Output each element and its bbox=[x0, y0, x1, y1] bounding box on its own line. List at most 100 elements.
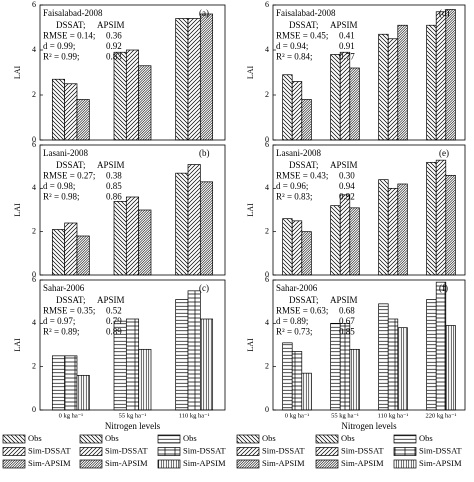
y-tick-label: 2 bbox=[265, 361, 269, 370]
stat-label: RMSE = 0.45; bbox=[276, 31, 328, 41]
y-tick-label: 6 bbox=[265, 0, 269, 9]
y-axis-label: LAI bbox=[13, 203, 22, 217]
stat-label: d = 0.94; bbox=[276, 41, 308, 51]
y-tick-label: 2 bbox=[265, 90, 269, 99]
bar bbox=[387, 187, 399, 276]
bar bbox=[291, 351, 303, 411]
stat-label: d = 0.97; bbox=[43, 316, 75, 326]
bar bbox=[349, 348, 360, 411]
plot-frame bbox=[39, 4, 226, 141]
x-tick-label: 110 kg ha⁻¹ bbox=[378, 412, 409, 419]
y-tick-label: 4 bbox=[265, 45, 269, 54]
y-tick-label: 0 bbox=[265, 405, 269, 414]
stat-value: 0.83 bbox=[106, 52, 122, 62]
bar bbox=[199, 318, 214, 411]
y-tick-label: 0 bbox=[32, 270, 36, 279]
bar bbox=[282, 342, 293, 411]
stat-value: 0.91 bbox=[339, 41, 355, 51]
stat-label: d = 0.99; bbox=[43, 41, 75, 51]
bar bbox=[51, 78, 66, 141]
plot-frame bbox=[39, 144, 226, 276]
panel-label: (b) bbox=[199, 148, 210, 158]
bar bbox=[282, 218, 293, 276]
stat-label: R² = 0.73; bbox=[276, 327, 313, 337]
x-tick-label: 55 kg ha⁻¹ bbox=[331, 412, 359, 419]
legend-label: Sim-DSSAT bbox=[262, 445, 305, 455]
stat-value: 0.68 bbox=[339, 306, 355, 316]
stat-label: DSSAT; bbox=[56, 295, 86, 305]
bar bbox=[76, 374, 90, 411]
y-tick-label: 0 bbox=[32, 405, 36, 414]
stat-value: 0.41 bbox=[339, 31, 355, 41]
legend-label: Sim-APSIM bbox=[341, 458, 384, 468]
bar bbox=[378, 179, 389, 276]
x-tick-label: 0 kg ha⁻¹ bbox=[59, 412, 84, 419]
stat-label: R² = 0.84; bbox=[276, 52, 313, 62]
panel-title: Faisalabad-2008 bbox=[276, 8, 336, 18]
legend-label: Sim-DSSAT bbox=[341, 445, 384, 455]
stat-value: 0.89 bbox=[106, 327, 122, 337]
legend-label: Obs bbox=[183, 433, 197, 443]
y-tick-label: 4 bbox=[32, 45, 36, 54]
bar bbox=[435, 159, 447, 276]
stat-value: APSIM bbox=[330, 20, 358, 30]
bar bbox=[445, 325, 456, 411]
y-tick-label: 6 bbox=[265, 275, 269, 284]
stat-label: RMSE = 0.27; bbox=[43, 171, 95, 181]
panel-title: Sahar-2006 bbox=[43, 283, 85, 293]
stat-label: R² = 0.83; bbox=[276, 192, 313, 202]
stat-label: DSSAT; bbox=[289, 295, 319, 305]
panel-label: (d) bbox=[439, 8, 450, 18]
x-axis-label: Nitrogen levels bbox=[105, 421, 161, 431]
legend-label: Obs bbox=[28, 433, 42, 443]
bar bbox=[387, 38, 399, 141]
bar bbox=[301, 231, 312, 276]
bar bbox=[76, 99, 90, 141]
legend-label: Obs bbox=[341, 433, 355, 443]
stat-value: 0.85 bbox=[339, 327, 355, 337]
bar bbox=[426, 161, 437, 276]
stat-value: APSIM bbox=[97, 295, 125, 305]
y-tick-label: 6 bbox=[265, 140, 269, 149]
bar bbox=[435, 11, 447, 141]
stat-label: DSSAT; bbox=[56, 20, 86, 30]
stat-value: 0.38 bbox=[106, 171, 122, 181]
x-tick-label: 55 kg ha⁻¹ bbox=[119, 412, 147, 419]
panel-label: (e) bbox=[439, 148, 449, 158]
stat-label: d = 0.89; bbox=[276, 316, 308, 326]
panel-label: (f) bbox=[439, 283, 448, 293]
bar bbox=[175, 18, 189, 141]
panel-label: (c) bbox=[199, 283, 209, 293]
bar bbox=[125, 318, 140, 411]
bar bbox=[113, 51, 127, 141]
bar bbox=[445, 9, 456, 141]
bar bbox=[426, 24, 437, 141]
bar bbox=[397, 183, 408, 276]
y-axis-label: LAI bbox=[246, 338, 255, 352]
stat-value: 0.77 bbox=[339, 52, 355, 62]
bar bbox=[199, 13, 214, 141]
stat-value: 0.52 bbox=[106, 306, 122, 316]
panel-title: Sahar-2006 bbox=[276, 283, 318, 293]
y-axis-label: LAI bbox=[246, 66, 255, 80]
legend-swatch bbox=[315, 447, 339, 456]
stat-value: APSIM bbox=[330, 160, 358, 170]
bar bbox=[301, 99, 312, 141]
stat-label: DSSAT; bbox=[289, 160, 319, 170]
legend-swatch bbox=[236, 459, 260, 469]
y-tick-label: 6 bbox=[32, 0, 36, 9]
bar bbox=[51, 355, 66, 411]
stat-label: RMSE = 0.14; bbox=[43, 31, 95, 41]
legend-swatch bbox=[236, 447, 260, 456]
y-tick-label: 2 bbox=[265, 226, 269, 235]
bar bbox=[339, 194, 351, 276]
stat-value: 0.92 bbox=[339, 192, 355, 202]
bar bbox=[291, 81, 303, 141]
stat-value: 0.94 bbox=[339, 181, 355, 191]
legend-label: Sim-APSIM bbox=[105, 458, 148, 468]
legend-label: Sim-APSIM bbox=[262, 458, 305, 468]
legend-swatch bbox=[393, 447, 417, 456]
legend-label: Obs bbox=[105, 433, 119, 443]
